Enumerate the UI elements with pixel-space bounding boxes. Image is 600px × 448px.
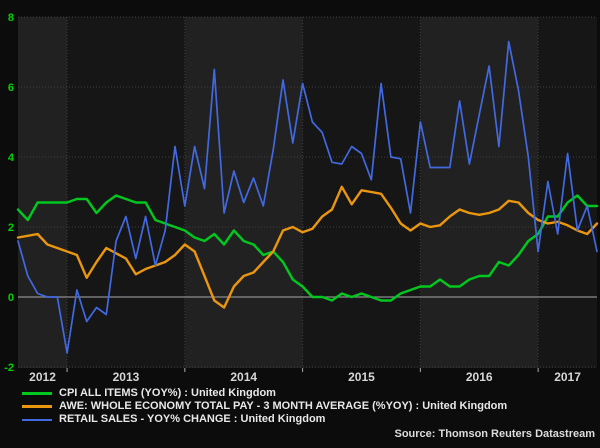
y-axis-label: 8 [8,12,14,24]
x-axis-label: 2017 [554,370,581,384]
y-axis-label: 4 [8,152,15,164]
legend: CPI ALL ITEMS (YOY%) : United Kingdom AW… [22,387,507,426]
retail-line-swatch [22,418,52,421]
retail-sales-line [17,40,598,354]
year-band [184,17,303,368]
legend-item-retail: RETAIL SALES - YOY% CHANGE : United King… [22,413,507,426]
year-band [538,17,597,368]
year-band [302,17,421,368]
x-axis-label: 2015 [348,370,375,384]
x-axis-label: 2014 [230,370,257,384]
x-axis-label: 2013 [113,370,140,384]
y-axis-label: 6 [8,82,14,94]
x-axis-label: 2012 [29,370,56,384]
year-band [420,17,539,368]
legend-label-awe: AWE: WHOLE ECONOMY TOTAL PAY - 3 MONTH A… [59,400,508,412]
awe-line-swatch [22,405,52,408]
cpi-line-swatch [22,392,52,395]
y-axis-label: 0 [8,292,14,304]
legend-label-cpi: CPI ALL ITEMS (YOY%) : United Kingdom [59,387,276,399]
y-axis-label: 2 [8,222,14,234]
source-attribution: Source: Thomson Reuters Datastream [394,428,596,440]
x-axis-label: 2016 [466,370,493,384]
year-band [67,17,185,368]
cpi-line [16,194,599,302]
legend-item-awe: AWE: WHOLE ECONOMY TOTAL PAY - 3 MONTH A… [22,400,507,413]
legend-label-retail: RETAIL SALES - YOY% CHANGE : United King… [59,413,326,425]
y-axis-label: -2 [4,362,14,374]
legend-item-cpi: CPI ALL ITEMS (YOY%) : United Kingdom [22,387,507,400]
